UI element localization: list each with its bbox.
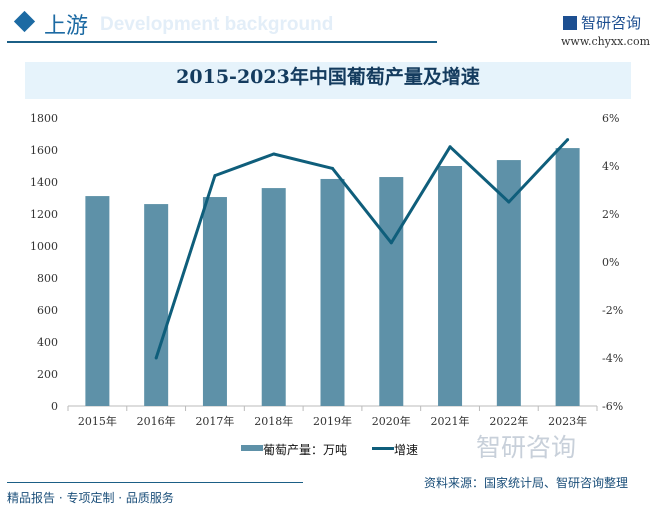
left-tick-label: 200 [37,368,58,381]
bar [202,197,227,406]
x-tick-label: 2019年 [313,414,352,428]
header-divider [7,41,437,43]
section-title: 上游 [44,14,89,39]
source-note: 资料来源：国家统计局、智研咨询整理 [424,476,629,490]
brand-logo: 智研咨询 [563,12,641,33]
x-tick-label: 2021年 [431,414,470,428]
bar [144,204,169,406]
logo-text: 智研咨询 [581,14,642,32]
left-tick-label: 1000 [30,240,58,253]
legend-growth: 增速 [372,441,418,458]
left-tick-label: 1800 [30,112,58,125]
x-tick-label: 2015年 [78,414,117,428]
right-tick-label: 0% [602,256,619,269]
right-tick-label: 2% [602,208,619,221]
left-tick-label: 1200 [30,208,58,221]
left-tick-label: 400 [37,336,58,349]
x-tick-label: 2018年 [254,414,293,428]
footer-divider [7,482,303,483]
left-tick-label: 800 [37,272,58,285]
left-tick-label: 1400 [30,176,58,189]
ghost-subtitle: Development background [100,14,334,35]
growth-point [448,145,452,149]
bar [85,196,110,406]
x-tick-label: 2016年 [137,414,176,428]
bar [261,188,286,406]
bar [496,160,521,406]
bar [379,177,404,406]
right-tick-label: 4% [602,160,619,173]
growth-point [154,356,158,360]
x-tick-label: 2017年 [195,414,234,428]
legend-bar-swatch [241,445,263,451]
bar [320,178,345,406]
legend-line-swatch [372,447,394,450]
bar [438,166,463,406]
x-tick-label: 2022年 [489,414,528,428]
legend-label: 增速 [394,443,419,457]
legend-label: 葡萄产量：万吨 [263,443,348,457]
right-tick-label: -4% [602,352,623,365]
chart-title: 2015-2023年中国葡萄产量及增速 [25,62,631,99]
legend-production: 葡萄产量：万吨 [241,441,347,458]
bar [555,148,580,406]
growth-line [154,138,569,359]
watermark-logo: 智研咨询 [476,433,577,462]
x-tick-label: 2020年 [372,414,411,428]
left-tick-label: 1600 [30,144,58,157]
site-url: www.chyxx.com [561,35,651,48]
growth-point [389,241,393,245]
right-tick-label: 6% [602,112,619,125]
left-tick-label: 600 [37,304,58,317]
growth-point [213,174,217,178]
right-tick-label: -6% [602,400,623,413]
left-tick-label: 0 [51,400,58,413]
right-tick-label: -2% [602,304,623,317]
logo-icon [563,16,577,30]
slogan: 精品报告 · 专项定制 · 品质服务 [7,491,174,505]
growth-point [272,152,276,156]
growth-point [507,200,511,204]
growth-point [331,166,334,170]
x-tick-label: 2023年 [548,414,587,428]
growth-point [566,138,570,142]
